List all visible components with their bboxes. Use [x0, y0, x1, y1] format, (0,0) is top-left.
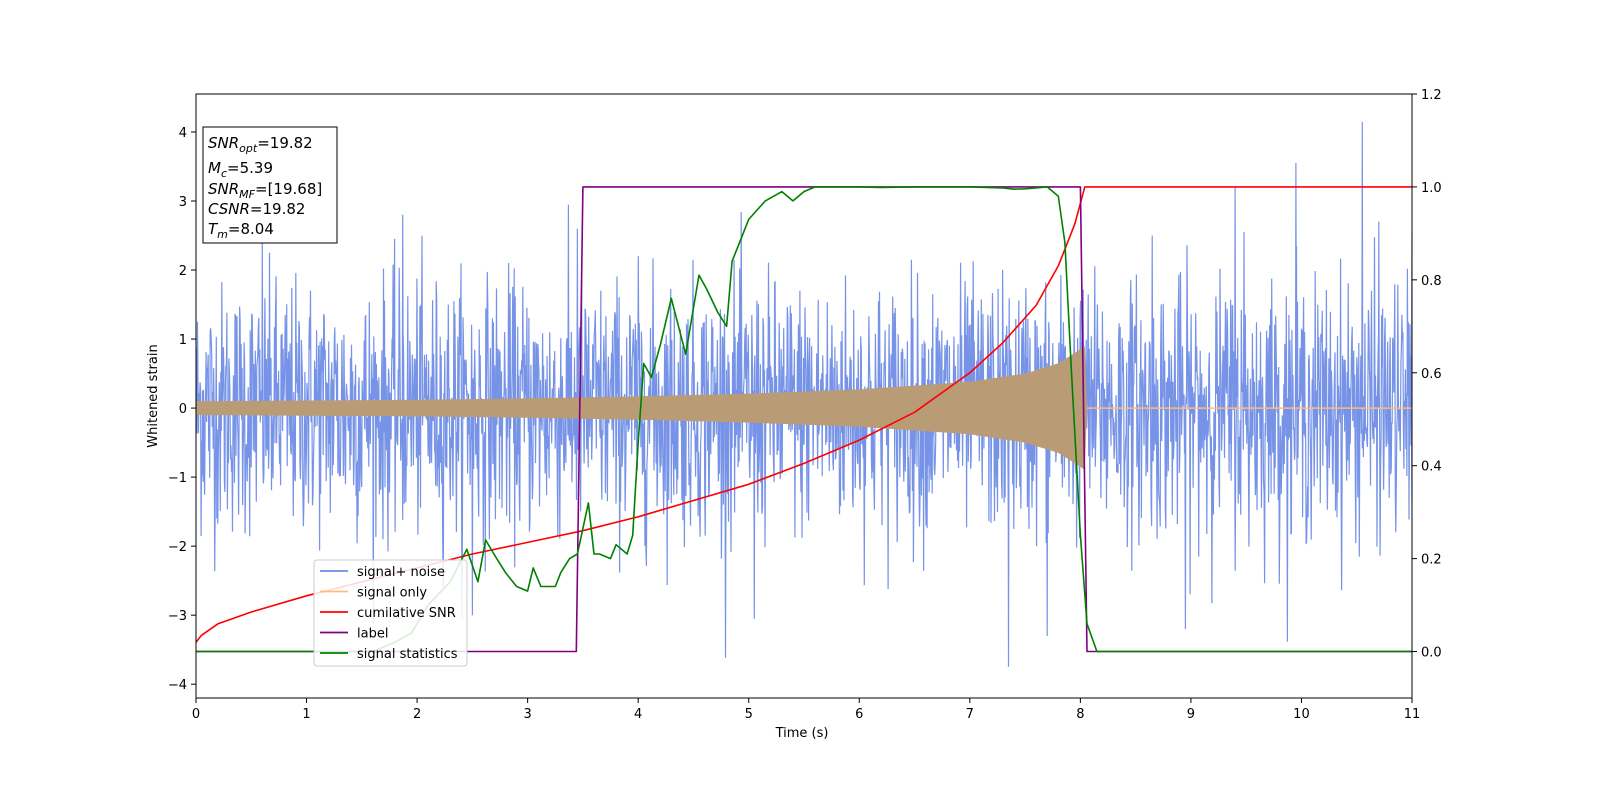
annotation-line: Tm=8.04 [208, 220, 274, 241]
x-tick-label: 7 [966, 707, 974, 722]
y-left-tick-label: 2 [179, 264, 187, 279]
signal-only-series [196, 346, 1412, 471]
y-right-tick-label: 0.6 [1421, 367, 1442, 382]
y-right-tick-label: 0.0 [1421, 646, 1442, 661]
y-left-tick-label: 1 [179, 333, 187, 348]
legend-label: signal+ noise [357, 565, 445, 580]
axes-ticks: 0 1 2 3 4 5 6 7 8 9 10 11 −4 −3 −2 −1 0 1 2 3 4 0.0 0.2 0.4 0.6 0… [168, 88, 1442, 722]
x-tick-label: 3 [523, 707, 531, 722]
y-left-tick-label: 3 [179, 195, 187, 210]
x-tick-label: 4 [634, 707, 642, 722]
legend-label: label [357, 627, 388, 642]
y-right-tick-label: 0.4 [1421, 460, 1442, 475]
legend-label: cumilative SNR [357, 606, 456, 621]
y-right-tick-label: 0.8 [1421, 274, 1442, 289]
y-left-tick-label: −1 [168, 471, 187, 486]
annotation-frame [202, 126, 338, 244]
signal-only-envelope [196, 346, 1412, 471]
y-right-tick-label: 1.0 [1421, 181, 1442, 196]
y-left-tick-label: −4 [168, 678, 187, 693]
legend-label: signal statistics [357, 647, 458, 662]
stats-annotation-box: SNRopt=19.82 Mc=5.39SNRMF=[19.68]CSNR=19.… [202, 126, 338, 244]
annotation-line: CSNR=19.82 [208, 200, 305, 218]
y-left-tick-label: 4 [179, 126, 187, 141]
y-right-tick-label: 0.2 [1421, 553, 1442, 568]
y-left-tick-label: −3 [168, 609, 187, 624]
annotation-line: Mc=5.39 [208, 159, 273, 180]
y-left-tick-label: −2 [168, 540, 187, 555]
right-axis-series [196, 186, 1412, 653]
x-tick-label: 6 [855, 707, 863, 722]
annotation-line: SNRopt=19.82 [208, 134, 313, 155]
x-tick-label: 2 [413, 707, 421, 722]
legend-frame [313, 559, 468, 667]
y-left-tick-label: 0 [179, 402, 187, 417]
legend: signal+ noise signal only cumilative SNR la… [313, 559, 468, 667]
cumilative-snr-line [196, 186, 1412, 643]
plot-frame [195, 93, 1413, 699]
y-axis-label: Whitened strain [146, 344, 161, 447]
annotation-line: SNRMF=[19.68] [208, 180, 322, 201]
x-tick-label: 5 [745, 707, 753, 722]
x-tick-label: 8 [1076, 707, 1084, 722]
x-tick-label: 1 [302, 707, 310, 722]
x-tick-label: 9 [1187, 707, 1195, 722]
signal-statistics-line [196, 186, 1412, 653]
x-tick-label: 10 [1293, 707, 1310, 722]
x-axis-label: Time (s) [775, 726, 829, 741]
y-right-tick-label: 1.2 [1421, 88, 1442, 103]
x-tick-label: 0 [192, 707, 200, 722]
legend-label: signal only [357, 586, 427, 601]
x-tick-label: 11 [1404, 707, 1421, 722]
